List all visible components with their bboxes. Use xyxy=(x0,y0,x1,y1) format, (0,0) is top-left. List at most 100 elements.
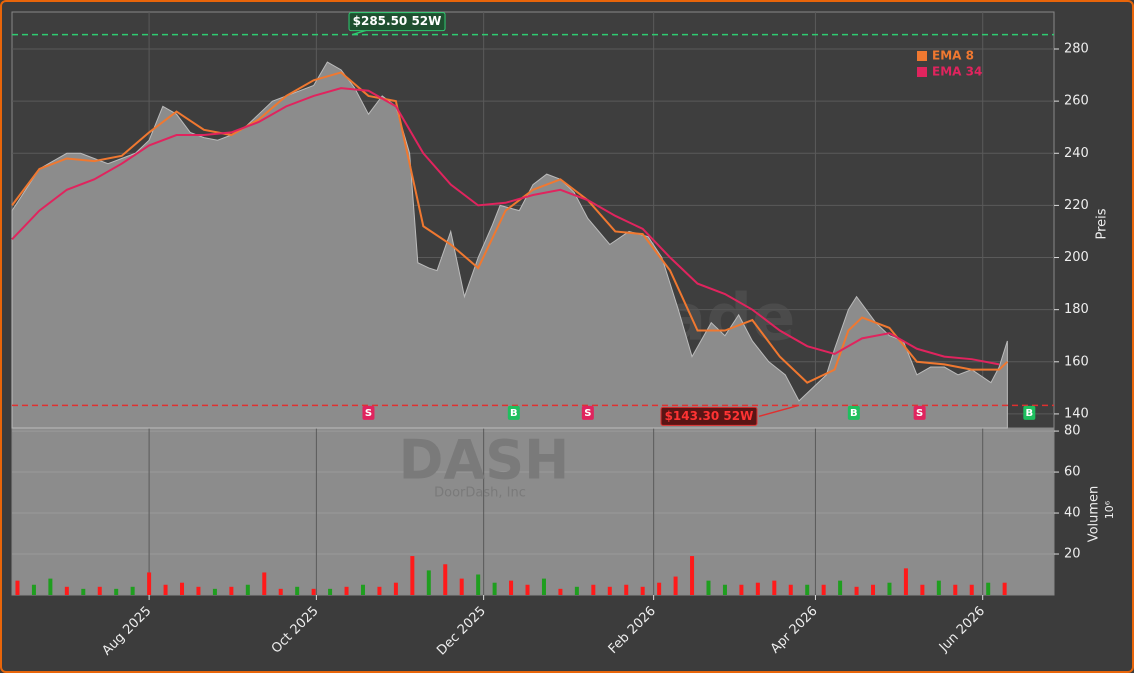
volume-panel xyxy=(11,427,1055,596)
volume-bar xyxy=(163,584,168,595)
signal-label: B xyxy=(1026,408,1034,419)
y-tick-label: 80 xyxy=(1064,424,1081,439)
volume-bar xyxy=(196,586,201,595)
volume-bar xyxy=(245,584,250,595)
volume-bar xyxy=(871,584,876,595)
y-tick-label: 40 xyxy=(1064,506,1081,521)
volume-bar xyxy=(690,556,695,595)
volume-bar xyxy=(854,586,859,595)
volume-bar xyxy=(410,556,415,595)
volume-bar xyxy=(788,584,793,595)
volume-axis-label: Volumen xyxy=(1087,486,1102,543)
x-tick-label: Dec 2025 xyxy=(434,604,489,659)
volume-bar xyxy=(607,586,612,595)
y-tick-label: 260 xyxy=(1064,94,1089,109)
volume-bar xyxy=(262,572,267,595)
volume-bar xyxy=(459,578,464,595)
y-tick-label: 220 xyxy=(1064,198,1089,213)
volume-bar xyxy=(821,584,826,595)
signal-marker xyxy=(507,405,520,420)
volume-bar xyxy=(492,582,497,595)
volume-bar xyxy=(591,584,596,595)
y-tick-label: 180 xyxy=(1064,302,1089,317)
volume-bar xyxy=(15,580,20,595)
legend-swatch xyxy=(917,51,927,61)
signal-label: B xyxy=(850,408,858,419)
y-axis-label: Preis xyxy=(1095,208,1110,239)
annotation-box xyxy=(660,406,758,426)
volume-bar xyxy=(328,588,333,595)
legend-label: EMA 8 xyxy=(932,49,974,63)
volume-bar xyxy=(147,572,152,595)
signal-label: S xyxy=(916,408,923,419)
volume-bar xyxy=(360,584,365,595)
signal-marker xyxy=(581,405,594,420)
y-tick-label: 60 xyxy=(1064,465,1081,480)
signal-label: B xyxy=(510,408,518,419)
volume-bar xyxy=(953,584,958,595)
volume-bar xyxy=(344,586,349,595)
annotation-arrow xyxy=(758,404,800,418)
volume-bar xyxy=(903,568,908,595)
volume-bar xyxy=(739,584,744,595)
volume-bar xyxy=(48,578,53,595)
volume-bar xyxy=(673,576,678,595)
volume-bar xyxy=(180,582,185,595)
ema-line xyxy=(11,87,1000,366)
volume-bar xyxy=(295,586,300,595)
volume-bar xyxy=(772,580,777,595)
volume-bar xyxy=(640,586,645,595)
y-tick-label: 200 xyxy=(1064,250,1089,265)
volume-bar xyxy=(81,588,86,595)
annotation-box xyxy=(348,12,446,32)
volume-bar xyxy=(936,580,941,595)
y-tick-label: 280 xyxy=(1064,42,1089,57)
x-tick-label: Apr 2026 xyxy=(768,604,821,657)
volume-bar xyxy=(657,582,662,595)
volume-bar xyxy=(426,570,431,595)
ema-line xyxy=(11,71,1009,384)
volume-bar xyxy=(755,582,760,595)
volume-bar xyxy=(986,582,991,595)
volume-bar xyxy=(377,586,382,595)
y-tick-label: 240 xyxy=(1064,146,1089,161)
company-watermark: DoorDash, Inc xyxy=(434,486,526,501)
volume-bar xyxy=(920,584,925,595)
legend-label: EMA 34 xyxy=(932,65,982,79)
volume-unit: 10⁶ xyxy=(1103,500,1116,519)
signal-marker xyxy=(913,405,926,420)
volume-bar xyxy=(278,588,283,595)
volume-bar xyxy=(1002,582,1007,595)
volume-bar xyxy=(114,588,119,595)
volume-bar xyxy=(722,584,727,595)
y-tick-label: 140 xyxy=(1064,406,1089,421)
volume-bar xyxy=(574,586,579,595)
x-tick-label: Oct 2025 xyxy=(269,604,322,657)
volume-bar xyxy=(887,582,892,595)
volume-bar xyxy=(443,564,448,595)
volume-bar xyxy=(311,588,316,595)
volume-bar xyxy=(476,574,481,595)
volume-bar xyxy=(64,586,69,595)
x-tick-label: Jun 2026 xyxy=(936,604,988,656)
x-tick-label: Aug 2025 xyxy=(100,604,155,659)
signal-label: S xyxy=(584,408,591,419)
volume-bar xyxy=(805,584,810,595)
symbol-watermark: DASH xyxy=(399,429,570,492)
y-tick-label: 160 xyxy=(1064,354,1089,369)
volume-bar xyxy=(706,580,711,595)
volume-bar xyxy=(130,586,135,595)
volume-bar xyxy=(229,586,234,595)
volume-bar xyxy=(97,586,102,595)
volume-bar xyxy=(212,588,217,595)
volume-bar xyxy=(969,584,974,595)
signal-marker xyxy=(362,405,375,420)
annotation-label: $285.50 52W xyxy=(353,14,442,28)
volume-bar xyxy=(838,580,843,595)
volume-bar xyxy=(31,584,36,595)
signal-marker xyxy=(1023,405,1036,420)
signal-label: S xyxy=(365,408,372,419)
volume-bar xyxy=(624,584,629,595)
legend-swatch xyxy=(917,67,927,77)
